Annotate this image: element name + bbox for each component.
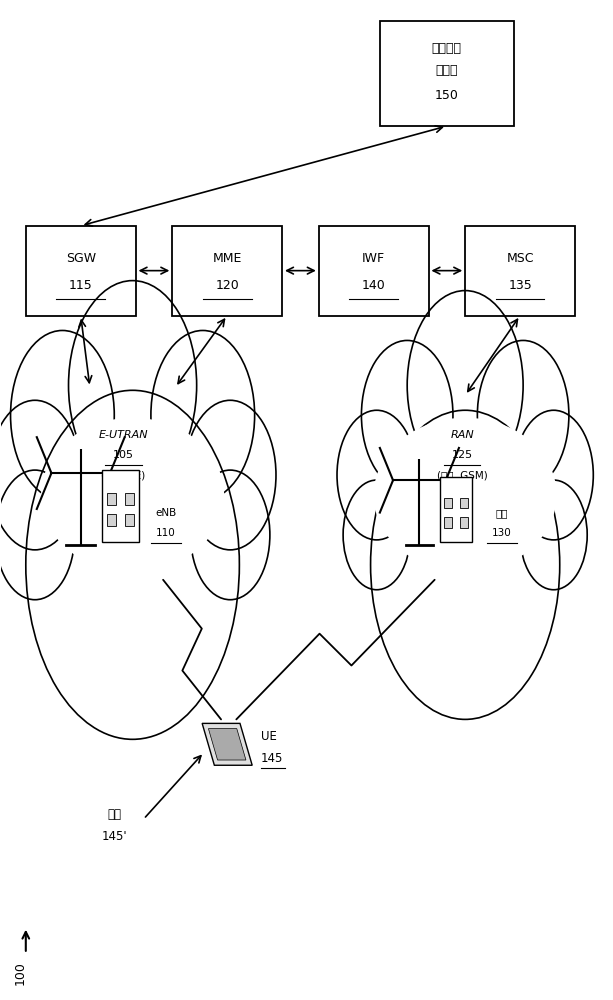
Polygon shape xyxy=(208,729,246,760)
Circle shape xyxy=(371,410,560,719)
Text: E-UTRAN: E-UTRAN xyxy=(99,430,148,440)
Ellipse shape xyxy=(365,408,566,582)
Bar xyxy=(125,493,134,505)
Circle shape xyxy=(362,340,453,490)
Text: 135: 135 xyxy=(508,279,532,292)
Circle shape xyxy=(478,340,569,490)
Text: 115: 115 xyxy=(69,279,93,292)
Text: 105: 105 xyxy=(113,450,134,460)
Bar xyxy=(107,514,116,526)
Text: 基站: 基站 xyxy=(495,508,508,518)
Text: (例如, GSM): (例如, GSM) xyxy=(436,470,487,480)
Bar xyxy=(440,477,473,542)
Polygon shape xyxy=(202,723,252,765)
Text: RAN: RAN xyxy=(450,430,474,440)
Text: 服务器: 服务器 xyxy=(436,64,458,77)
Text: 会议呼叫: 会议呼叫 xyxy=(432,42,462,55)
Text: 110: 110 xyxy=(156,528,176,538)
Bar xyxy=(444,498,452,508)
Circle shape xyxy=(10,330,114,500)
Circle shape xyxy=(69,281,197,490)
Bar xyxy=(125,514,134,526)
Text: 100: 100 xyxy=(13,961,26,985)
Text: 130: 130 xyxy=(492,528,512,538)
Text: MME: MME xyxy=(213,252,242,265)
Text: 120: 120 xyxy=(215,279,239,292)
Ellipse shape xyxy=(41,418,224,572)
Text: eNB: eNB xyxy=(156,508,177,518)
Bar xyxy=(102,470,139,542)
Bar xyxy=(460,498,468,508)
Text: 145: 145 xyxy=(261,752,283,765)
Circle shape xyxy=(407,291,523,480)
Bar xyxy=(107,493,116,505)
Circle shape xyxy=(26,390,239,739)
Bar xyxy=(172,226,282,316)
Circle shape xyxy=(0,400,81,550)
Bar xyxy=(379,21,514,126)
Circle shape xyxy=(185,400,276,550)
Text: 150: 150 xyxy=(435,89,459,102)
Circle shape xyxy=(337,410,416,540)
Ellipse shape xyxy=(32,408,234,582)
Circle shape xyxy=(343,480,410,590)
Text: MSC: MSC xyxy=(506,252,534,265)
Text: UE: UE xyxy=(261,730,276,743)
Text: 壳体: 壳体 xyxy=(107,808,121,821)
Bar xyxy=(26,226,135,316)
Bar xyxy=(444,517,452,528)
Text: (例如, LTE): (例如, LTE) xyxy=(101,470,145,480)
Circle shape xyxy=(520,480,587,590)
Text: 125: 125 xyxy=(452,450,473,460)
Text: SGW: SGW xyxy=(66,252,96,265)
Text: 140: 140 xyxy=(362,279,386,292)
Ellipse shape xyxy=(374,418,557,572)
Bar xyxy=(319,226,428,316)
Circle shape xyxy=(151,330,254,500)
Circle shape xyxy=(0,470,75,600)
Bar xyxy=(465,226,575,316)
Circle shape xyxy=(514,410,593,540)
Text: 145': 145' xyxy=(102,830,127,843)
Bar xyxy=(460,517,468,528)
Text: IWF: IWF xyxy=(362,252,385,265)
Circle shape xyxy=(191,470,270,600)
